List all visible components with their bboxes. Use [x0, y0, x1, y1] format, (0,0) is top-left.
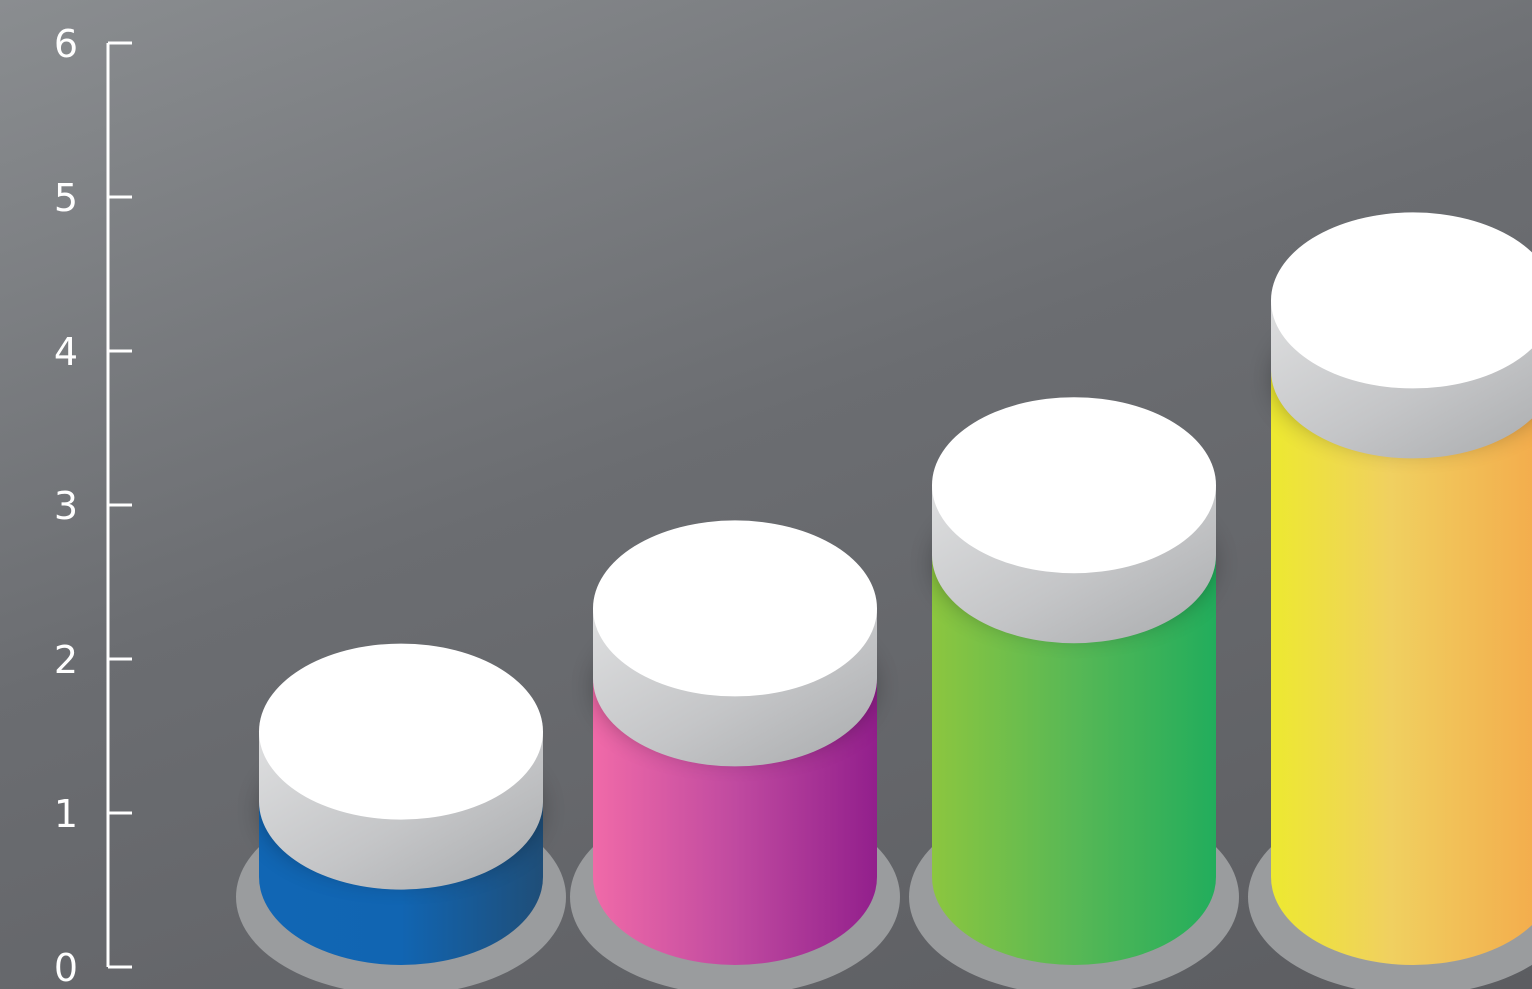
bar-cylinder-4 — [1248, 212, 1532, 989]
bar-cap-top — [1271, 212, 1532, 389]
bar-body — [932, 555, 1216, 965]
bar-cap-top — [932, 397, 1216, 574]
bar-body — [1271, 370, 1532, 965]
y-tick-label: 0 — [54, 946, 78, 989]
bar-cap-top — [259, 643, 543, 820]
y-tick-label: 4 — [54, 330, 78, 374]
y-tick-label: 5 — [54, 176, 78, 220]
bar-cap-top — [593, 520, 877, 697]
y-tick-label: 2 — [54, 638, 78, 682]
bar-cylinder-1 — [236, 643, 566, 989]
bars — [236, 212, 1532, 989]
y-tick-label: 6 — [54, 22, 78, 66]
y-tick-label: 3 — [54, 484, 78, 528]
bar-cylinder-3 — [909, 397, 1239, 989]
bar-cylinder-2 — [570, 520, 900, 989]
y-tick-label: 1 — [54, 792, 78, 836]
y-axis: 0 1 2 3 4 5 6 — [54, 22, 132, 989]
